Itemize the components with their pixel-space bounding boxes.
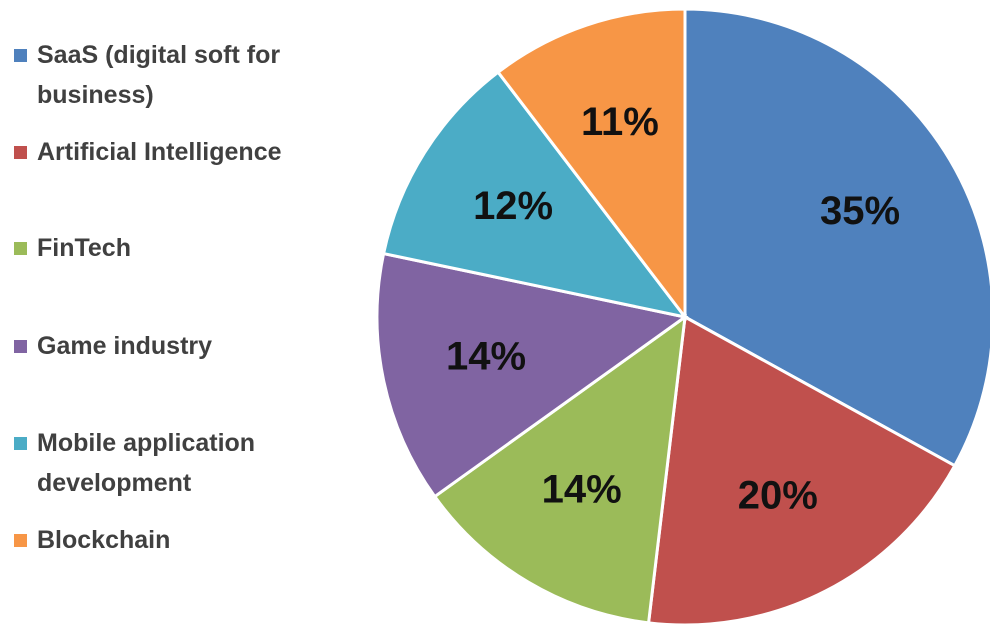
legend-label: Blockchain [37, 526, 171, 554]
pie-slice [381, 70, 689, 320]
legend-swatch [14, 437, 27, 450]
data-label: 14% [542, 468, 622, 512]
legend-label: Game industry [37, 332, 213, 360]
legend-swatch [14, 146, 27, 159]
legend-swatch [14, 49, 27, 62]
legend-swatch [14, 534, 27, 547]
legend-item: Blockchain [14, 520, 304, 560]
pie-slice [432, 313, 687, 625]
data-label: 11% [581, 100, 659, 144]
pie-slice [496, 7, 687, 322]
data-label: 12% [473, 184, 553, 228]
legend: SaaS (digital soft for business) Artifici… [0, 0, 330, 625]
data-label: 14% [446, 334, 526, 378]
legend-item: Game industry [14, 326, 304, 366]
data-label: 35% [820, 189, 900, 233]
legend-item: SaaS (digital soft for business) [14, 35, 304, 115]
legend-label: Artificial Intelligence [37, 138, 282, 166]
legend-swatch [14, 340, 27, 353]
legend-item: Artificial Intelligence [14, 132, 304, 172]
legend-swatch [14, 242, 27, 255]
legend-label: SaaS (digital soft for business) [37, 41, 281, 109]
legend-label: Mobile application development [37, 429, 256, 497]
data-label: 20% [738, 473, 818, 517]
legend-label: FinTech [37, 234, 131, 262]
pie-slice [683, 7, 990, 468]
pie-slice [375, 251, 689, 499]
legend-item: Mobile application development [14, 423, 304, 503]
legend-item: FinTech [14, 228, 304, 268]
